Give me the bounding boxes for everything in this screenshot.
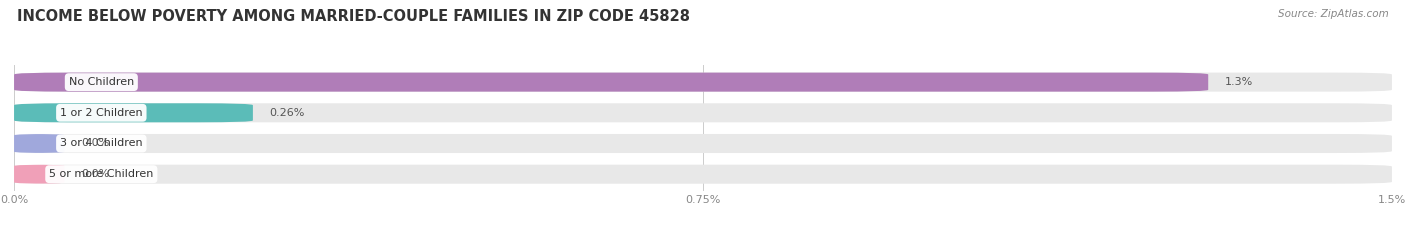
Text: 5 or more Children: 5 or more Children <box>49 169 153 179</box>
Text: 0.26%: 0.26% <box>270 108 305 118</box>
Text: 0.0%: 0.0% <box>82 169 110 179</box>
FancyBboxPatch shape <box>14 165 1392 184</box>
Text: 1.3%: 1.3% <box>1225 77 1253 87</box>
FancyBboxPatch shape <box>14 165 65 184</box>
FancyBboxPatch shape <box>14 134 65 153</box>
FancyBboxPatch shape <box>14 103 253 122</box>
Text: Source: ZipAtlas.com: Source: ZipAtlas.com <box>1278 9 1389 19</box>
FancyBboxPatch shape <box>14 73 1392 92</box>
FancyBboxPatch shape <box>14 134 1392 153</box>
Text: 0.0%: 0.0% <box>82 138 110 148</box>
Text: No Children: No Children <box>69 77 134 87</box>
Text: 3 or 4 Children: 3 or 4 Children <box>60 138 142 148</box>
FancyBboxPatch shape <box>14 103 1392 122</box>
Text: 1 or 2 Children: 1 or 2 Children <box>60 108 142 118</box>
FancyBboxPatch shape <box>14 73 1208 92</box>
Text: INCOME BELOW POVERTY AMONG MARRIED-COUPLE FAMILIES IN ZIP CODE 45828: INCOME BELOW POVERTY AMONG MARRIED-COUPL… <box>17 9 690 24</box>
